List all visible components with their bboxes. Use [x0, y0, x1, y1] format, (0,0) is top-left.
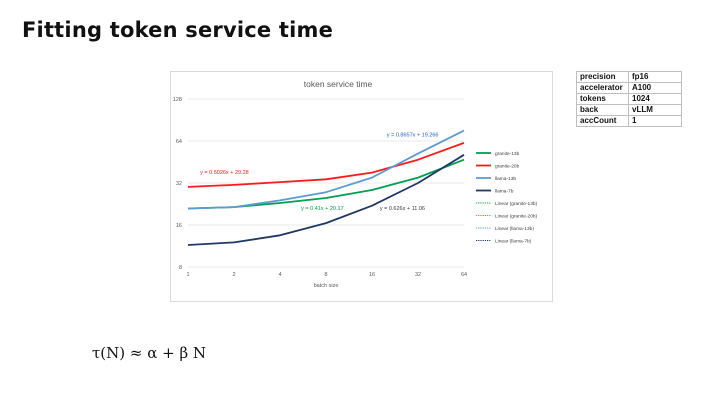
- config-key: tokens: [576, 93, 629, 105]
- y-tick-label: 8: [179, 265, 182, 271]
- legend-label: llama-7b: [495, 189, 514, 195]
- legend-label: Linear (llama-13b): [495, 226, 534, 232]
- config-key: back: [576, 104, 629, 116]
- series-line-granite-20b: [187, 142, 465, 188]
- config-row: tokens 1024: [576, 93, 682, 105]
- series-line-llama-7b: [187, 154, 465, 246]
- config-value: fp16: [628, 71, 682, 83]
- series-line-granite-13b: [187, 158, 465, 210]
- legend-label: Linear (granite-20b): [495, 214, 538, 220]
- chart: token service time 8 16 32 64 128 1 2 4 8 16 32 64 ba…: [170, 71, 553, 302]
- trendline-equation: y = 0.626x + 11.06: [380, 206, 425, 212]
- y-tick-label: 64: [176, 139, 182, 145]
- y-tick-label: 16: [176, 223, 182, 229]
- config-table: precision fp16 accelerator A100 tokens 1024 ba…: [576, 71, 682, 127]
- trendline-equation: y = 0.41x + 20.17: [301, 206, 344, 212]
- series-line-llama-13b: [187, 129, 465, 210]
- config-key: accelerator: [576, 82, 629, 94]
- x-tick-label: 8: [324, 272, 327, 278]
- x-tick-label: 1: [186, 272, 189, 278]
- chart-title: token service time: [304, 79, 373, 89]
- x-tick-label: 4: [278, 272, 281, 278]
- config-key: accCount: [576, 115, 629, 127]
- config-value: 1024: [628, 93, 682, 105]
- config-row: accCount 1: [576, 115, 682, 127]
- config-row: back vLLM: [576, 104, 682, 116]
- x-tick-label: 2: [232, 272, 235, 278]
- config-row: accelerator A100: [576, 82, 682, 94]
- trendline-equation: y = 0.8657x + 19.266: [387, 132, 439, 138]
- y-tick-label: 32: [176, 181, 182, 187]
- trendline-equation: y = 0.5026x + 29.28: [200, 170, 249, 176]
- legend-label: llama-13b: [495, 176, 516, 182]
- slide-title: Fitting token service time: [22, 18, 334, 42]
- config-value: vLLM: [628, 104, 682, 116]
- legend-label: granite-20b: [495, 164, 520, 170]
- config-value: A100: [628, 82, 682, 94]
- legend-label: granite-13b: [495, 151, 520, 157]
- x-tick-label: 16: [369, 272, 375, 278]
- chart-svg: token service time 8 16 32 64 128 1 2 4 8 16 32 64 ba…: [173, 79, 538, 289]
- config-key: precision: [576, 71, 629, 83]
- config-value: 1: [628, 115, 682, 127]
- legend-label: Linear (granite-13b): [495, 201, 538, 207]
- x-axis-title: batch size: [314, 283, 339, 289]
- legend-label: Linear (llama-7b): [495, 239, 532, 245]
- y-tick-label: 128: [173, 97, 182, 103]
- x-tick-label: 64: [461, 272, 467, 278]
- service-time-formula: τ(N) ≈ α + β N: [92, 344, 207, 362]
- x-tick-label: 32: [415, 272, 421, 278]
- config-row: precision fp16: [576, 71, 682, 83]
